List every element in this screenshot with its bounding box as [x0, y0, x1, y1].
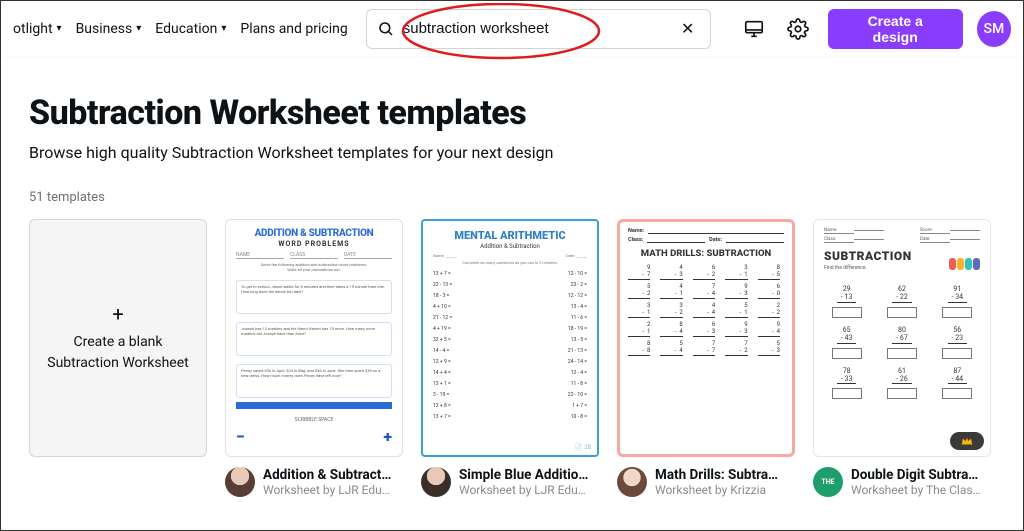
page-title: Subtraction Worksheet templates: [29, 93, 995, 133]
author-avatar[interactable]: [421, 467, 451, 497]
search-input[interactable]: [403, 20, 668, 37]
ws-heading: MENTAL ARITHMETIC: [433, 229, 587, 242]
template-byline: Worksheet by Krizzia: [655, 483, 778, 497]
template-title: Simple Blue Additio…: [459, 467, 588, 483]
avatar[interactable]: SM: [977, 11, 1011, 47]
create-blank-label: Create a blank Subtraction Worksheet: [30, 332, 206, 374]
header: otlight ▾ Business ▾ Education ▾ Plans a…: [1, 1, 1023, 57]
template-title: Double Digit Subtra…: [851, 467, 981, 483]
template-card[interactable]: MENTAL ARITHMETIC Addition & Subtraction…: [421, 219, 599, 497]
template-meta: Simple Blue Additio… Worksheet by LJR Ed…: [421, 467, 599, 497]
template-card[interactable]: Name:Score: Class:Date: SUBTRACTION Find…: [813, 219, 991, 497]
create-blank-thumb[interactable]: + Create a blank Subtraction Worksheet: [29, 219, 207, 457]
template-card[interactable]: ADDITION & SUBTRACTION WORD PROBLEMS NAM…: [225, 219, 403, 497]
create-design-button[interactable]: Create a design: [828, 9, 963, 49]
search-box[interactable]: ✕: [366, 9, 711, 49]
template-thumb[interactable]: ADDITION & SUBTRACTION WORD PROBLEMS NAM…: [225, 219, 403, 457]
nav-label: Plans and pricing: [240, 21, 347, 37]
chevron-down-icon: ▾: [136, 23, 141, 34]
template-title: Addition & Subtract…: [263, 467, 391, 483]
template-meta: THE Double Digit Subtra… Worksheet by Th…: [813, 467, 991, 497]
nav-label: Business: [76, 21, 133, 37]
template-byline: Worksheet by LJR Edu…: [459, 483, 588, 497]
nav-label: otlight: [13, 21, 53, 37]
ws-heading: ADDITION & SUBTRACTION: [236, 228, 392, 239]
chevron-down-icon: ▾: [221, 23, 226, 34]
ws-subheading: WORD PROBLEMS: [236, 240, 392, 248]
template-thumb[interactable]: Name: Class:Date: MATH DRILLS: SUBTRACTI…: [617, 219, 795, 457]
desktop-icon[interactable]: [739, 13, 769, 45]
nav-education[interactable]: Education ▾: [155, 21, 226, 37]
search-icon: [377, 20, 395, 38]
template-byline: Worksheet by The Clas…: [851, 483, 981, 497]
page-subtitle: Browse high quality Subtraction Workshee…: [29, 143, 995, 162]
ws-subheading: Addition & Subtraction: [433, 243, 587, 250]
main: Subtraction Worksheet templates Browse h…: [1, 57, 1023, 497]
template-card[interactable]: Name: Class:Date: MATH DRILLS: SUBTRACTI…: [617, 219, 795, 497]
nav-label: Education: [155, 21, 217, 37]
page-number: 📄28: [575, 444, 591, 451]
plus-icon: +: [112, 302, 123, 326]
template-thumb[interactable]: Name:Score: Class:Date: SUBTRACTION Find…: [813, 219, 991, 457]
template-grid: + Create a blank Subtraction Worksheet A…: [29, 219, 995, 497]
nav-plans[interactable]: Plans and pricing: [240, 21, 347, 37]
template-title: Math Drills: Subtra…: [655, 467, 778, 483]
author-avatar[interactable]: THE: [813, 467, 843, 497]
nav-business[interactable]: Business ▾: [76, 21, 142, 37]
gear-icon[interactable]: [783, 13, 813, 45]
ws-heading: MATH DRILLS: SUBTRACTION: [628, 248, 784, 259]
create-blank-card[interactable]: + Create a blank Subtraction Worksheet: [29, 219, 207, 497]
template-meta: Addition & Subtract… Worksheet by LJR Ed…: [225, 467, 403, 497]
chevron-down-icon: ▾: [57, 23, 62, 34]
template-count: 51 templates: [29, 190, 995, 205]
template-meta: Math Drills: Subtra… Worksheet by Krizzi…: [617, 467, 795, 497]
author-avatar[interactable]: [617, 467, 647, 497]
premium-badge: [950, 432, 984, 450]
nav-spotlight[interactable]: otlight ▾: [13, 21, 62, 37]
clear-search-button[interactable]: ✕: [676, 17, 700, 41]
template-thumb[interactable]: MENTAL ARITHMETIC Addition & Subtraction…: [421, 219, 599, 457]
template-byline: Worksheet by LJR Edu…: [263, 483, 391, 497]
author-avatar[interactable]: [225, 467, 255, 497]
